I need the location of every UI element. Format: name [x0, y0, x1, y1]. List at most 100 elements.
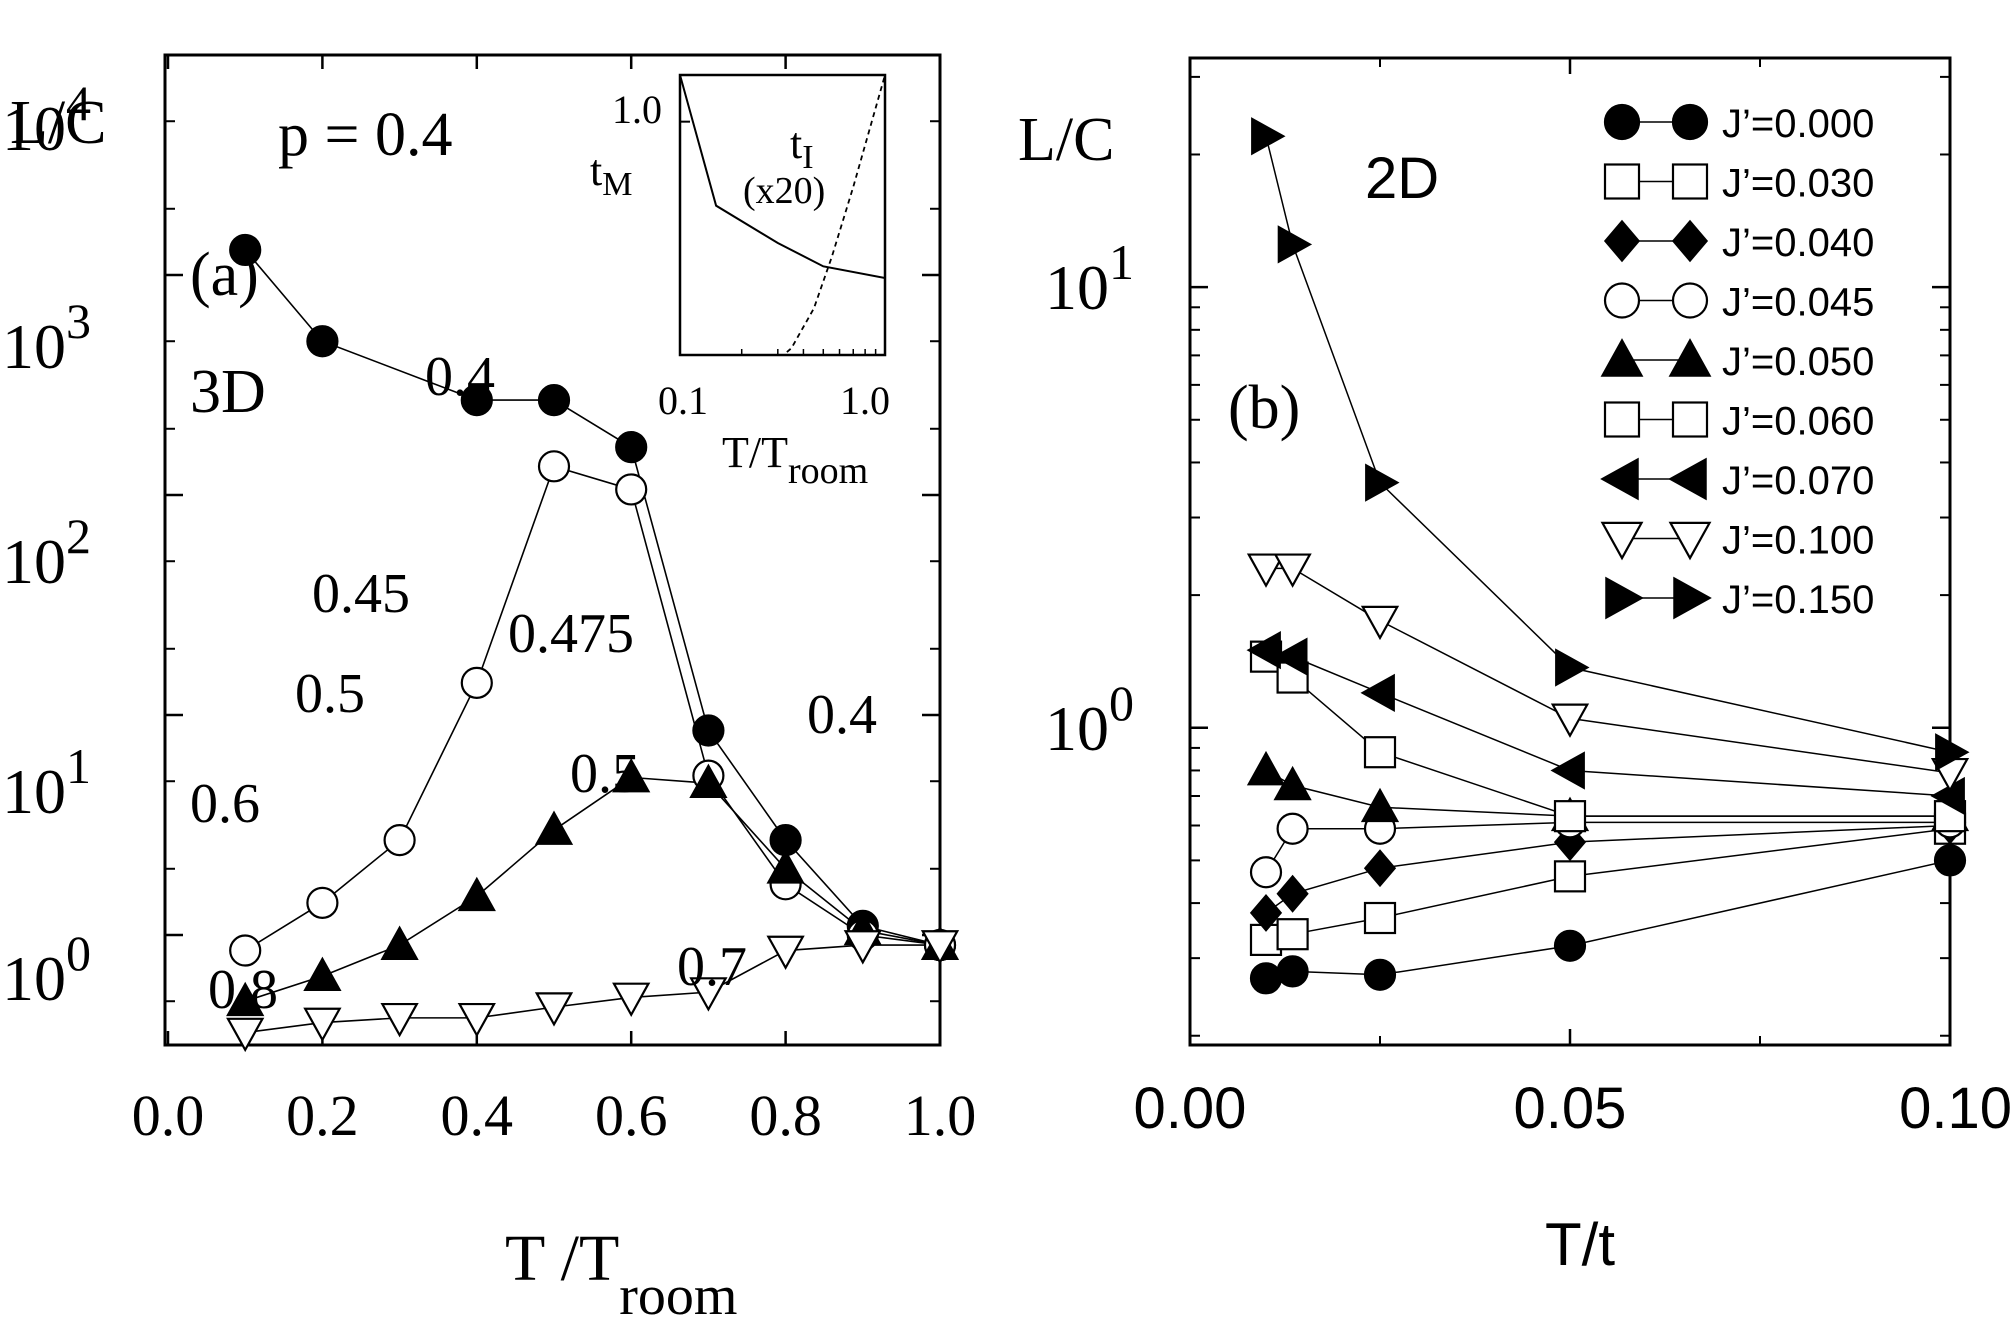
legend-label: J’=0.060 — [1722, 400, 1874, 444]
panel-a-point-1 — [615, 473, 648, 506]
panel-b-point-7 — [1360, 605, 1400, 641]
legend-label: J’=0.050 — [1722, 340, 1874, 384]
panel-a-frame — [163, 53, 942, 1047]
panel-b-point-5 — [1553, 800, 1587, 833]
panel-a-point-1 — [306, 886, 339, 919]
panel-a-point-3 — [766, 935, 805, 971]
panel-b-ytick-label: 101 — [1045, 234, 1134, 323]
panel-a-point-1 — [229, 934, 262, 967]
panel-b-point-8 — [1277, 225, 1313, 264]
legend-item: J’=0.030 — [1603, 162, 1874, 206]
legend-label: J’=0.070 — [1722, 459, 1874, 503]
panel-b-point-0 — [1933, 844, 1967, 877]
legend-item: J’=0.000 — [1603, 102, 1874, 146]
panel-b-point-4 — [1360, 787, 1400, 823]
panel-a-point-3 — [689, 977, 728, 1012]
panel-b-point-7 — [1273, 553, 1312, 588]
legend-label: J’=0.030 — [1722, 162, 1874, 206]
annotation-0-7: 0.7 — [677, 936, 747, 998]
panel-a-xlabel-sub: room — [619, 1265, 737, 1327]
panel-b-point-1 — [1363, 901, 1397, 935]
panel-b-point-4 — [1246, 750, 1286, 786]
panel-a-point-3 — [380, 1002, 419, 1038]
panel-a-xtick-label: 0.8 — [749, 1083, 822, 1148]
legend-item: J’=0.045 — [1603, 281, 1874, 325]
panel-b-point-8 — [1935, 733, 1970, 772]
ytick-base: 10 — [2, 756, 66, 827]
legend-item: J’=0.100 — [1600, 519, 1874, 563]
legend-label: J’=0.150 — [1722, 578, 1874, 622]
panel-b-point-3 — [1249, 856, 1283, 889]
legend-label: J’=0.000 — [1722, 102, 1874, 146]
annotation-0-45: 0.45 — [312, 563, 410, 625]
panel-a-point-2 — [612, 757, 651, 793]
panel-a-point-0 — [460, 383, 493, 417]
panel-b-point-0 — [1553, 929, 1587, 962]
panel-a-xtick-labels: 0.0 0.2 0.4 0.6 0.8 1.0 — [132, 1083, 977, 1148]
ytick-exp: 1 — [66, 738, 91, 794]
ytick-exp: 0 — [1109, 675, 1134, 731]
ytick-exp: 2 — [66, 508, 91, 564]
legend-item: J’=0.050 — [1600, 338, 1874, 384]
inset-xlabel-sub: room — [788, 450, 868, 492]
inset-tI-label: tI — [790, 119, 814, 176]
annotation-0-5-mid: 0.5 — [570, 743, 640, 805]
panel-a-point-2 — [380, 925, 419, 960]
panel-b-point-3 — [1276, 812, 1309, 845]
legend-marker-right — [1673, 576, 1712, 620]
legend-marker-left — [1603, 163, 1641, 200]
panel-b-point-1 — [1553, 860, 1587, 893]
panel-a-point-2 — [457, 876, 496, 912]
panel-b-xtick-labels: 0.00 0.05 0.10 — [1134, 1076, 2012, 1141]
inset-lines — [680, 75, 885, 355]
panel-a-point-0 — [229, 233, 262, 267]
panel-a-markers — [226, 233, 960, 1053]
legend-marker-left — [1603, 282, 1641, 319]
panel-a-point-0 — [692, 714, 725, 747]
panel-a-point-3 — [612, 982, 651, 1017]
legend-marker-right — [1671, 401, 1709, 438]
panel-b-ytick-labels: 100 101 — [1045, 234, 1134, 764]
inset-tI-line — [680, 75, 885, 355]
panel-b-point-6 — [1246, 631, 1281, 670]
inset-xtick-label-1: 1.0 — [840, 378, 890, 423]
panel-b-point-8 — [1251, 117, 1286, 156]
panel-a-point-0 — [306, 325, 339, 358]
panel-a-point-2 — [226, 981, 265, 1017]
inset-ytick-label: 1.0 — [612, 87, 662, 132]
legend-label: J’=0.040 — [1722, 221, 1874, 265]
legend-item: J’=0.060 — [1603, 400, 1874, 444]
panel-b-legend: J’=0.000 J’=0.030 J’=0.040 J’=0.045 J’=0.050… — [1600, 102, 1874, 622]
legend-marker-right — [1668, 521, 1712, 561]
panel-b-dimension-label: 2D — [1365, 146, 1439, 211]
legend-marker-right — [1671, 219, 1709, 263]
panel-b-point-6 — [1360, 673, 1395, 712]
panel-a-series-line-2 — [244, 776, 940, 1002]
panel-a-point-2 — [534, 810, 574, 845]
panel-b-point-5 — [1363, 736, 1397, 769]
panel-b-point-0 — [1276, 955, 1309, 988]
inset-frame — [678, 73, 887, 357]
inset-xtick-label-0: 0.1 — [658, 378, 708, 423]
panel-b-ylabel: L/C — [1018, 106, 1114, 174]
legend-item: J’=0.070 — [1600, 457, 1874, 503]
panel-a-ytick-label: 104 — [2, 75, 91, 164]
ytick-base: 10 — [1045, 693, 1109, 764]
legend-marker-left — [1600, 338, 1644, 377]
panel-a-ytick-label: 103 — [2, 293, 91, 382]
panel-a-series-line-1 — [244, 465, 940, 952]
legend-marker-right — [1671, 163, 1709, 200]
panel-b-xlabel: T/t — [1545, 1211, 1615, 1278]
panel-a-point-3 — [534, 992, 574, 1027]
panel-a-xtick-label: 0.4 — [441, 1083, 514, 1148]
panel-b-point-7 — [1550, 703, 1590, 738]
panel-b-point-0 — [1249, 962, 1283, 995]
legend-marker-left — [1603, 401, 1641, 438]
panel-b-xtick-label: 0.00 — [1134, 1076, 1247, 1141]
ytick-base: 10 — [2, 311, 66, 382]
annotation-0-5-left: 0.5 — [295, 663, 365, 725]
panel-a-point-3 — [303, 1007, 342, 1043]
legend-marker-right — [1668, 457, 1707, 501]
ytick-exp: 3 — [66, 293, 91, 349]
legend-item: J’=0.040 — [1603, 219, 1874, 265]
